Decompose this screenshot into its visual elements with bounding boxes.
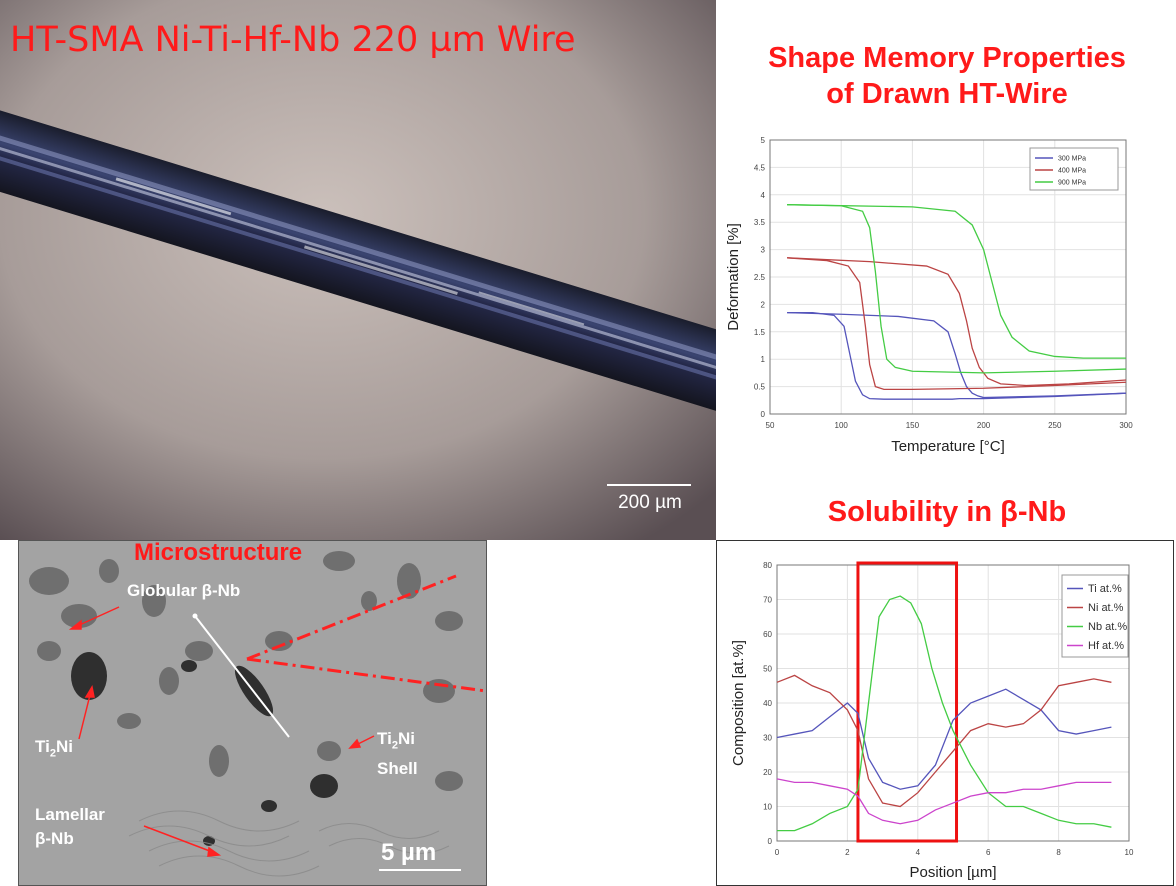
y-tick-label: 1.5: [754, 328, 766, 337]
wire-photo: [0, 0, 716, 540]
line-scan-marker: [194, 615, 290, 738]
x-tick-label: 300: [1119, 421, 1133, 430]
y-tick-label: 30: [763, 734, 772, 743]
legend-entry: 900 MPa: [1058, 179, 1086, 186]
x-axis-label: Position [µm]: [909, 864, 996, 881]
x-tick-label: 4: [916, 848, 921, 857]
y-tick-label: 40: [763, 699, 772, 708]
microstructure-panel: Microstructure Globular β-Nb Ti2Ni Ti2Ni…: [18, 540, 487, 886]
series-line-3: [777, 595, 1112, 832]
x-tick-label: 6: [986, 848, 991, 857]
x-tick-label: 100: [835, 421, 849, 430]
x-axis-label: Temperature [°C]: [891, 438, 1005, 455]
x-tick-label: 200: [977, 421, 991, 430]
y-tick-label: 1: [761, 355, 766, 364]
legend-entry: 300 MPa: [1058, 155, 1086, 162]
y-tick-label: 0: [761, 410, 766, 419]
y-tick-label: 50: [763, 665, 772, 674]
micro-scalebar-label: 5 µm: [381, 839, 437, 866]
y-tick-label: 10: [763, 803, 772, 812]
x-tick-label: 150: [906, 421, 920, 430]
y-tick-label: 4.5: [754, 163, 766, 172]
x-tick-label: 10: [1125, 848, 1134, 857]
wire-title: HT-SMA Ni-Ti-Hf-Nb 220 µm Wire: [10, 20, 576, 60]
solubility-title: Solubility in β-Nb: [827, 496, 1067, 528]
label-globular-nb: Globular β-Nb: [127, 581, 241, 600]
y-tick-label: 0.5: [754, 383, 766, 392]
zoom-connector-top: [246, 574, 457, 661]
legend-entry: Ti at.%: [1088, 583, 1122, 595]
y-tick-label: 70: [763, 596, 772, 605]
scalebar-label: 200 µm: [618, 492, 682, 513]
legend-entry: 400 MPa: [1058, 167, 1086, 174]
series-line-3: [787, 204, 1127, 374]
y-tick-label: 3: [761, 246, 766, 255]
scalebar-line: [607, 484, 691, 486]
legend-entry: Hf at.%: [1088, 640, 1124, 652]
x-tick-label: 250: [1048, 421, 1062, 430]
y-tick-label: 60: [763, 630, 772, 639]
y-tick-label: 80: [763, 561, 772, 570]
label-ti2ni: Ti2Ni: [35, 737, 73, 760]
legend-entry: Ni at.%: [1088, 602, 1124, 614]
series-line-1: [776, 688, 1112, 790]
series-line-1: [787, 311, 1127, 400]
y-tick-label: 2.5: [754, 273, 766, 282]
y-axis-label: Deformation [%]: [725, 223, 742, 331]
solubility-chart: 0 2 4 6 8 10 0 10 20 30 40 50 60 70 80 Position [µm] Com…: [716, 540, 1174, 886]
shape-memory-title: Shape Memory Properties of Drawn HT-Wire: [768, 42, 1126, 110]
series-line-2: [787, 257, 1127, 390]
microstructure-image: [19, 541, 486, 885]
x-tick-label: 50: [766, 421, 775, 430]
y-tick-label: 4: [761, 191, 766, 200]
series-line-3-heating: [787, 204, 1126, 359]
label-ti2ni-shell: Ti2Ni Shell: [377, 729, 418, 779]
legend-entry: Nb at.%: [1088, 621, 1127, 633]
photo-scalebar: 200 µm: [605, 478, 695, 522]
y-tick-label: 2: [761, 300, 766, 309]
series-line-2-heating: [787, 257, 1127, 387]
y-tick-label: 0: [768, 837, 773, 846]
shape-memory-chart: 50 100 150 200 250 300 0 0.5 1 1.5 2 2.5 3 3.5 4 4.5 5 Te…: [725, 136, 1133, 455]
wire-image: [0, 0, 716, 540]
highlight-box: [856, 561, 959, 843]
legend: [1029, 147, 1119, 191]
series-line-2: [776, 674, 1112, 808]
x-tick-label: 0: [775, 848, 780, 857]
micro-scalebar-line: [379, 869, 461, 871]
y-axis-label: Composition [at.%]: [730, 640, 747, 766]
y-tick-label: 5: [761, 136, 766, 145]
microstructure-title: Microstructure: [134, 540, 303, 566]
zoom-connector-bottom: [246, 657, 486, 693]
x-tick-label: 2: [845, 848, 850, 857]
series-line-4: [776, 778, 1112, 825]
label-lamellar-nb: Lamellar β-Nb: [35, 805, 105, 848]
y-tick-label: 3.5: [754, 218, 766, 227]
x-tick-label: 8: [1056, 848, 1061, 857]
y-tick-label: 20: [763, 768, 772, 777]
